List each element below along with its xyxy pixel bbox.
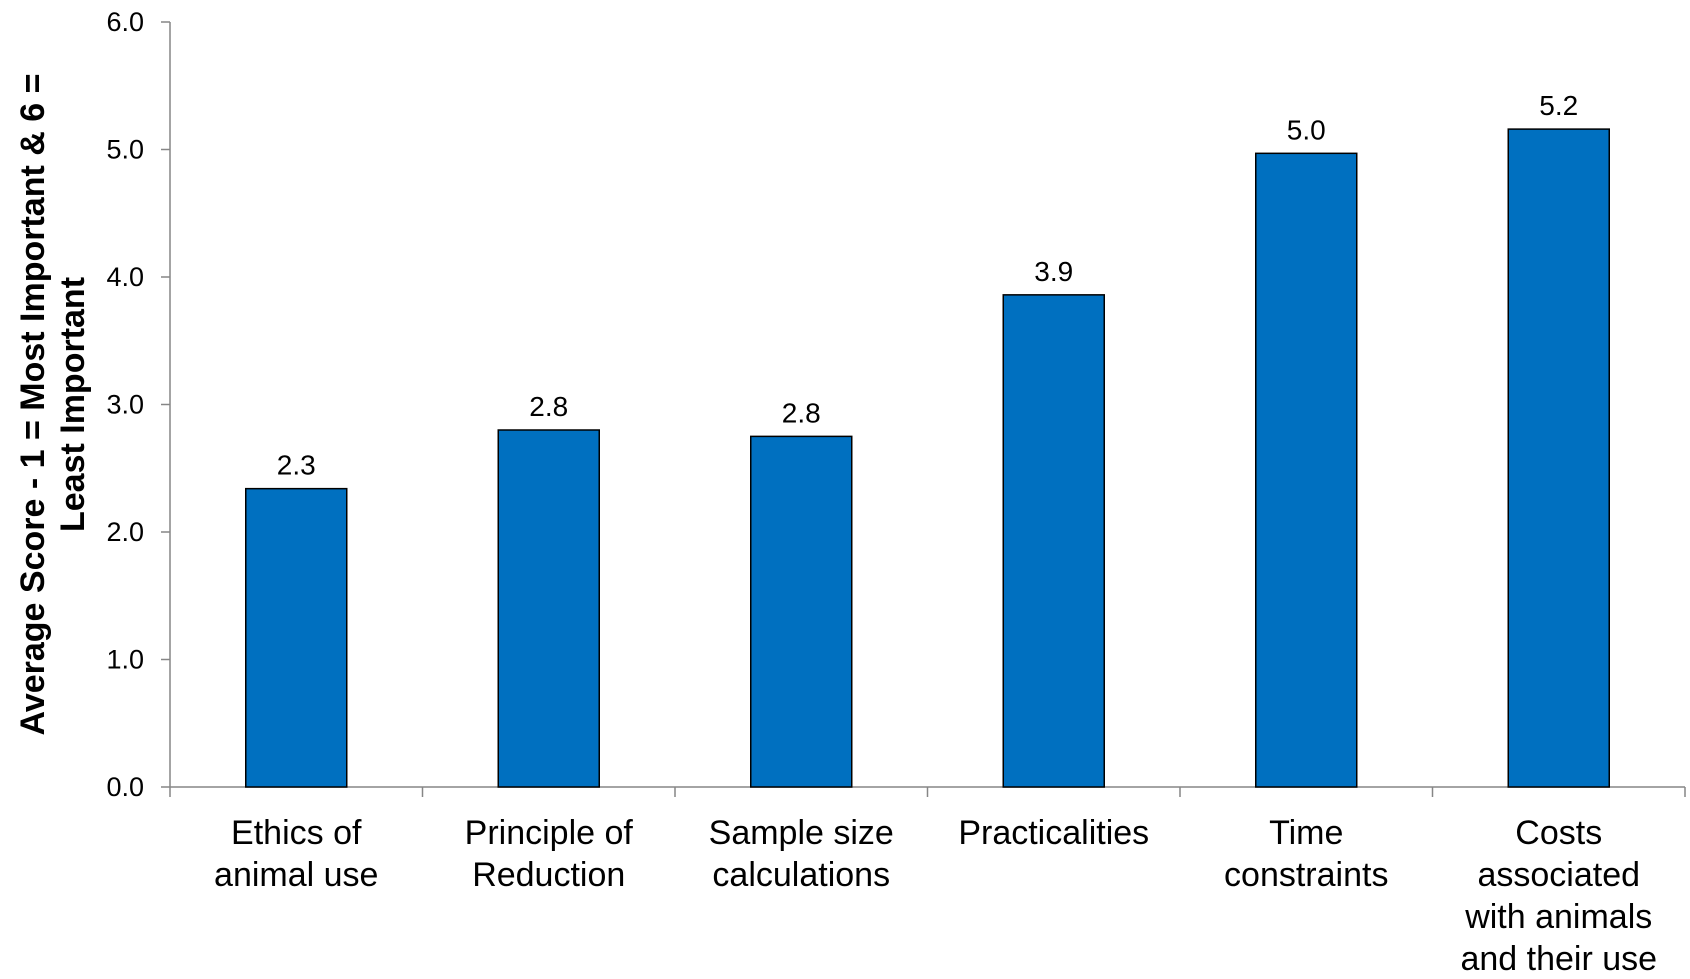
data-label: 3.9 xyxy=(1034,256,1073,287)
y-tick-label: 2.0 xyxy=(106,517,144,547)
x-tick-label-line: Ethics of xyxy=(231,814,362,852)
y-axis: 0.0 1.0 2.0 3.0 4.0 5.0 6.0 xyxy=(106,7,171,802)
y-tick-label: 0.0 xyxy=(106,772,144,802)
x-tick-label-line: Reduction xyxy=(472,856,625,894)
y-tick-label: 4.0 xyxy=(106,262,144,292)
x-tick-label-line: Principle of xyxy=(465,814,634,852)
x-tick-label-line: Practicalities xyxy=(958,814,1149,852)
data-label: 5.0 xyxy=(1287,114,1326,145)
bar xyxy=(245,487,348,788)
x-axis: Ethics of animal use Principle of Reduction… xyxy=(169,786,1686,978)
bar xyxy=(1255,152,1358,788)
x-tick-label-line: with animals xyxy=(1464,898,1652,936)
data-labels: 2.3 2.8 2.8 3.9 5.0 5.2 xyxy=(277,90,1578,481)
x-tick-label-line: constraints xyxy=(1224,856,1388,894)
y-tick-label: 1.0 xyxy=(106,645,144,675)
x-tick-label: Costs associated with animals and their use xyxy=(1460,814,1657,974)
x-tick-label-line: and their use xyxy=(1460,940,1657,974)
x-tick-label-line: Time xyxy=(1269,814,1343,852)
bar xyxy=(497,429,600,788)
data-label: 2.3 xyxy=(277,450,316,481)
x-tick-label: Principle of Reduction xyxy=(465,814,634,894)
data-label: 2.8 xyxy=(782,397,821,428)
x-tick-label-line: Sample size xyxy=(709,814,894,852)
bar xyxy=(1002,294,1105,788)
y-tick-label: 3.0 xyxy=(106,390,144,420)
y-axis-title-line: Average Score - 1 = Most Important & 6 = xyxy=(14,74,52,736)
y-axis-label: Average Score - 1 = Most Important & 6 =… xyxy=(14,74,92,736)
bars xyxy=(245,128,1610,788)
x-tick-label-line: Costs xyxy=(1515,814,1602,852)
y-tick-label: 5.0 xyxy=(106,135,144,165)
x-tick-label: Ethics of animal use xyxy=(214,814,378,894)
data-label: 2.8 xyxy=(529,391,568,422)
y-axis-title-line: Least Important xyxy=(54,277,92,532)
x-tick-label-line: associated xyxy=(1477,856,1640,894)
bar xyxy=(750,435,853,788)
x-tick-label: Sample size calculations xyxy=(709,814,894,894)
bar xyxy=(1507,128,1610,788)
y-tick-label: 6.0 xyxy=(106,7,144,37)
x-tick-label-line: calculations xyxy=(712,856,890,894)
x-tick-label-line: animal use xyxy=(214,856,378,894)
x-tick-label: Time constraints xyxy=(1224,814,1388,894)
data-label: 5.2 xyxy=(1539,90,1578,121)
y-axis-title: Average Score - 1 = Most Important & 6 =… xyxy=(14,74,92,736)
x-tick-label: Practicalities xyxy=(958,814,1149,852)
